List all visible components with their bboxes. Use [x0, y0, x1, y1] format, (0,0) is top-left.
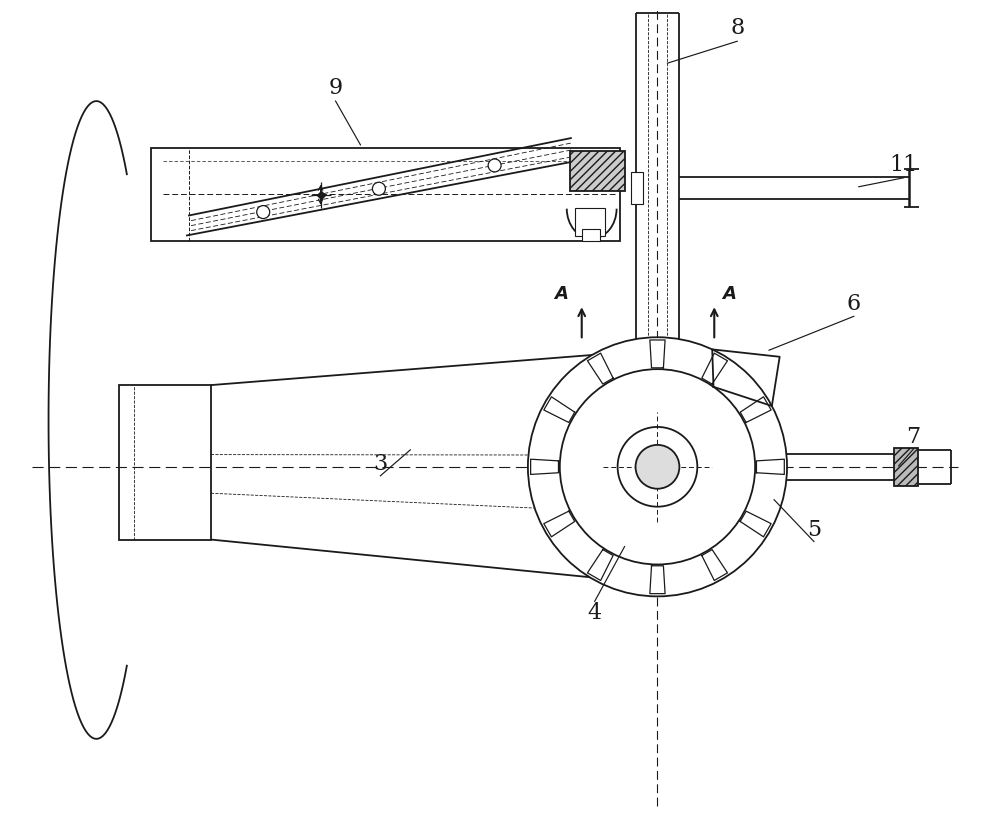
Circle shape [488, 159, 501, 172]
Text: 8: 8 [730, 17, 744, 39]
Bar [631, 172, 643, 204]
Bar [119, 385, 211, 539]
Text: 7: 7 [907, 426, 921, 448]
Text: 6: 6 [847, 293, 861, 316]
Bar [894, 448, 918, 486]
Circle shape [636, 445, 679, 489]
Circle shape [257, 206, 270, 219]
Text: 11: 11 [890, 154, 918, 176]
Text: 3: 3 [373, 453, 388, 475]
Circle shape [618, 427, 697, 506]
Text: 5: 5 [807, 519, 821, 541]
Bar [151, 148, 620, 241]
Bar [582, 229, 600, 241]
Text: 4: 4 [588, 603, 602, 625]
Bar [575, 208, 605, 236]
Text: A: A [554, 285, 568, 303]
Text: A: A [722, 285, 736, 303]
Text: 9: 9 [328, 77, 343, 99]
Circle shape [560, 369, 755, 565]
Circle shape [528, 337, 787, 597]
Bar [570, 151, 625, 191]
Circle shape [372, 182, 385, 196]
